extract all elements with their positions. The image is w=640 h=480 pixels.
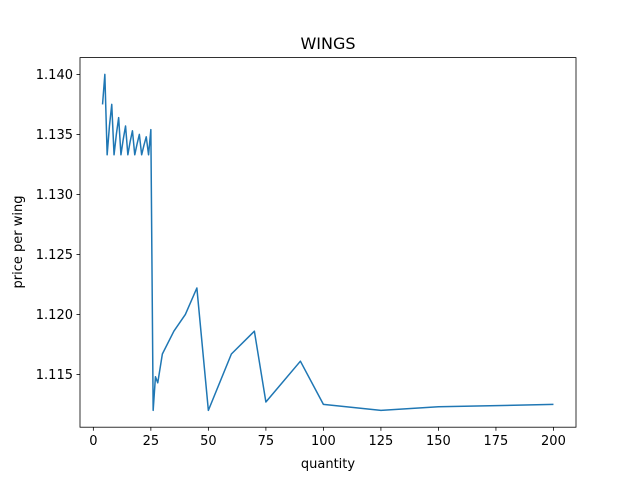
x-tick-label: 150 [426,434,451,449]
y-axis-label: price per wing [11,196,26,289]
y-tick-label: 1.120 [36,308,73,323]
x-tick-label: 200 [541,434,566,449]
y-tick-label: 1.125 [36,248,73,263]
x-tick-label: 75 [258,434,275,449]
x-tick-label: 50 [200,434,217,449]
x-tick-label: 100 [311,434,336,449]
x-tick-label: 175 [484,434,509,449]
x-axis-label: quantity [301,457,356,472]
plot-frame [79,57,577,428]
x-tick-label: 125 [368,434,393,449]
y-tick-label: 1.130 [36,188,73,203]
y-tick-label: 1.115 [36,368,73,383]
x-tick-label: 0 [89,434,97,449]
chart-title: WINGS [300,34,355,53]
y-tick-label: 1.135 [36,128,73,143]
data-line [101,73,554,412]
x-tick-label: 25 [143,434,160,449]
y-tick-label: 1.140 [36,68,73,83]
